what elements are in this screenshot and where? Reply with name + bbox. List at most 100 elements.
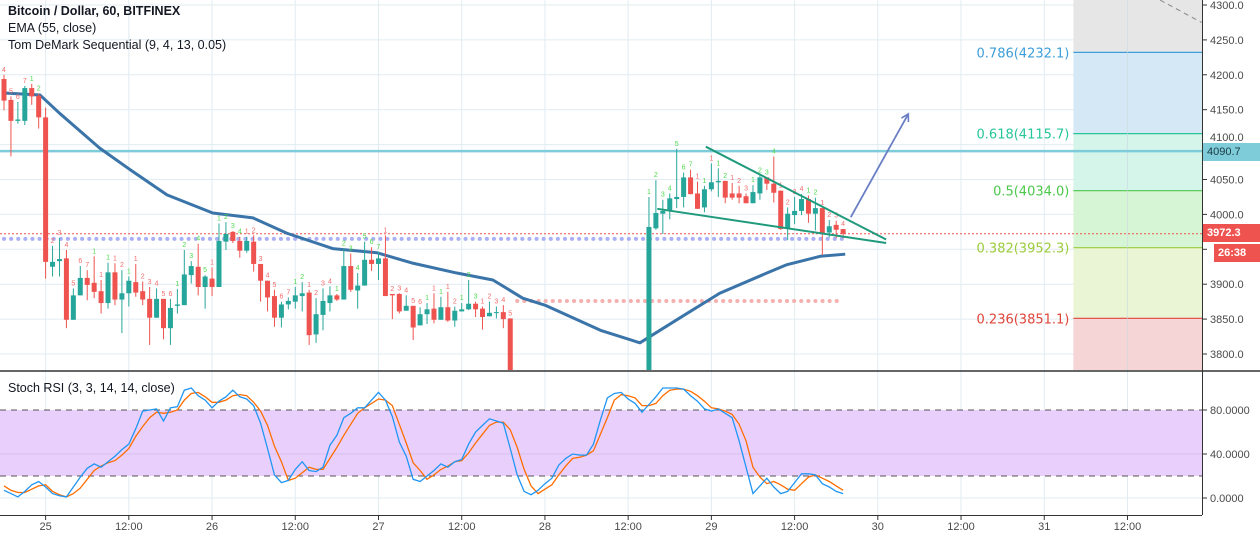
stoch-rsi-title[interactable]: Stoch RSI (3, 3, 14, 14, close) (8, 381, 175, 395)
candle-bullish (799, 199, 805, 211)
candle-bearish (334, 295, 340, 300)
candle-bullish (320, 300, 326, 315)
td-sequential-count: 2 (723, 173, 727, 180)
symbol-title[interactable]: Bitcoin / Dollar, 60, BITFINEX (8, 4, 181, 18)
candle-bullish (785, 213, 791, 230)
td-sequential-count: 6 (168, 291, 172, 298)
stoch-rsi-pane[interactable] (3, 387, 844, 498)
candle-bullish (667, 198, 673, 211)
td-sequential-count: 1 (335, 286, 339, 293)
candle-bearish (431, 308, 437, 320)
candle-bullish (292, 295, 298, 302)
time-axis-label: 27 (372, 521, 384, 533)
td-sequential-count: 1 (30, 76, 34, 83)
candle-bearish (695, 193, 700, 209)
candle-bullish (202, 276, 208, 287)
td-sequential-count: 3 (321, 280, 325, 287)
td-sequential-count: 4 (266, 273, 270, 280)
td-sequential-count: 1 (432, 285, 436, 292)
dashed-projection-line (1159, 0, 1202, 23)
price-axis-label: 4150.0 (1210, 105, 1244, 117)
fib-retracement[interactable]: 0.786(4232.1) 0.618(4115.7) 0.5(4034.0) 0.3… (977, 0, 1202, 370)
td-sequential-count: 6 (370, 239, 374, 246)
candle-bullish (660, 210, 666, 214)
time-axis-label: 25 (39, 521, 51, 533)
trendline (657, 207, 887, 245)
td-sequential-count: 7 (85, 262, 89, 269)
td-sequential-count: 1 (751, 177, 755, 184)
td-sequential-count: 4 (404, 287, 408, 294)
td-sequential-count: 2 (758, 167, 762, 174)
candle-bearish (98, 291, 104, 304)
time-axis-label: 30 (872, 521, 884, 533)
td-sequential-count: 1 (807, 188, 811, 195)
fib-zone (1073, 247, 1202, 319)
td-sequential-count: 1 (709, 155, 713, 162)
td-sequential-count: 3 (189, 253, 193, 260)
candle-bearish (500, 312, 506, 320)
td-sequential-count: 2 (786, 199, 790, 206)
stoch-rsi-band (0, 409, 1202, 477)
td-sequential-count: 2 (467, 272, 471, 279)
td-sequential-count: 4 (2, 67, 6, 74)
fib-zone (1073, 318, 1202, 370)
td-sequential-count: 1 (210, 259, 214, 266)
td-sequential-count: 2 (252, 227, 256, 234)
candle-bearish (265, 280, 271, 298)
candle-bullish (403, 305, 409, 311)
candle-bullish (708, 182, 714, 190)
price-axis-label: 4000.0 (1210, 209, 1244, 221)
td-sequential-count: 2 (120, 262, 124, 269)
projection-arrow (849, 112, 910, 218)
candle-bearish (736, 193, 742, 198)
candle-bearish (237, 240, 243, 251)
td-sequential-count: 1 (383, 227, 387, 234)
candle-bearish (410, 305, 416, 328)
td-sequential-count: 5 (675, 141, 679, 148)
td-sequential-count: 5 (203, 267, 207, 274)
candle-bearish (396, 293, 402, 312)
candle-bullish (174, 304, 180, 306)
td-sequential-count: 2 (342, 241, 346, 248)
ema-line (3, 91, 846, 345)
candle-bearish (251, 241, 257, 264)
candle-bullish (826, 226, 832, 233)
td-sequential-count: 3 (661, 192, 665, 199)
td-sequential-count: 1 (647, 189, 651, 196)
candle-bearish (840, 229, 846, 234)
time-axis-label: 12:00 (115, 521, 143, 533)
td-sequential-count: 6 (682, 165, 686, 172)
td-sequential-count: 1 (820, 200, 824, 207)
candle-bullish (812, 208, 818, 214)
candle-bearish (722, 180, 728, 198)
td-sequential-count: 2 (37, 86, 41, 93)
price-axis-label: 4300.0 (1210, 0, 1244, 12)
td-sequential-indicator-label[interactable]: Tom DeMark Sequential (9, 4, 13, 0.05) (8, 38, 227, 52)
td-sequential-count: 6 (78, 258, 82, 265)
td-sequential-count: 1 (175, 281, 179, 288)
td-sequential-count: 3 (231, 223, 235, 230)
candle-bullish (493, 312, 499, 314)
td-sequential-count: 3 (58, 230, 62, 237)
td-sequential-count: 3 (744, 185, 748, 192)
time-axis-label: 12:00 (947, 521, 975, 533)
td-sequential-count: 1 (702, 178, 706, 185)
ema-indicator-label[interactable]: EMA (55, close) (8, 21, 97, 35)
rsi-axis-label: 80.0000 (1210, 405, 1250, 417)
candle-bearish (306, 292, 312, 336)
time-axis-label: 12:00 (614, 521, 642, 533)
td-sequential-count: 6 (279, 294, 283, 301)
time-axis-label: 12:00 (448, 521, 476, 533)
td-sequential-count: 1 (92, 248, 96, 255)
candle-bearish (778, 190, 784, 230)
fib-zone (1073, 52, 1202, 134)
td-sequential-count: 4 (64, 242, 68, 249)
candle-bullish (750, 192, 756, 204)
time-axis-label: 12:00 (781, 521, 809, 533)
candle-bullish (653, 213, 659, 229)
candle-bearish (43, 117, 49, 262)
candle-bearish (195, 266, 201, 287)
td-sequential-count: 1 (307, 282, 311, 289)
